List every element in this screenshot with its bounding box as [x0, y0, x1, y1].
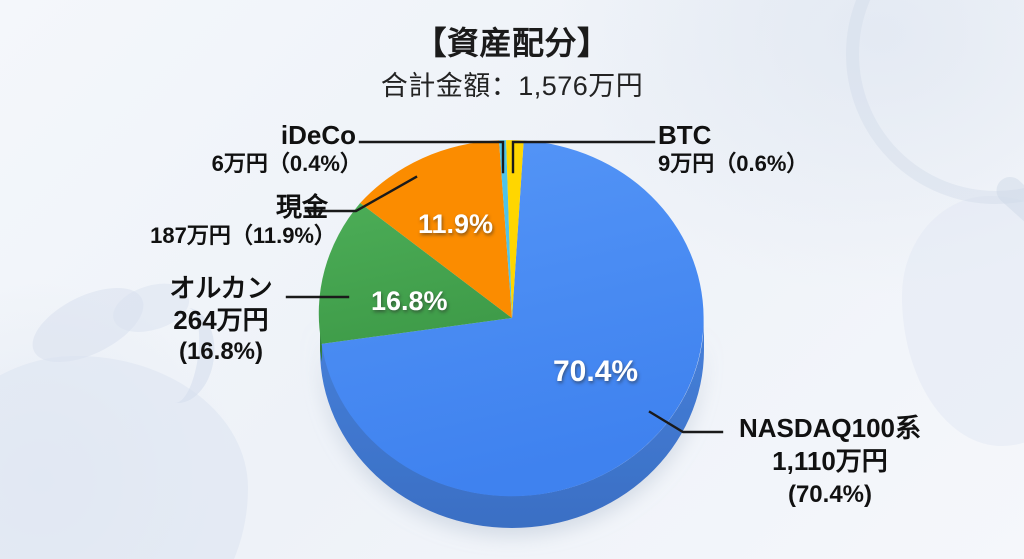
pie-slice-nasdaq: [321, 140, 704, 497]
callout-genkin-name: 現金: [275, 192, 328, 222]
callout-label-genkin: 現金 187万円（11.9%）: [128, 192, 336, 250]
pie-slices: [318, 140, 704, 497]
callout-btc-name: BTC: [658, 120, 712, 150]
callout-nasdaq-percent: (70.4%): [787, 481, 873, 508]
pie-side-nasdaq: [320, 318, 704, 528]
callout-label-btc: BTC 9万円（0.6%）: [658, 120, 808, 178]
chart-subtitle-total: 合計金額：1,576万円: [380, 71, 644, 101]
callout-orukan-name: オルカン: [169, 273, 273, 303]
chart-title: 【資産配分】: [414, 25, 610, 61]
callout-nasdaq-value: 1,110万円: [772, 446, 888, 476]
slice-percent-nasdaq: 70.4%: [553, 355, 639, 388]
leader-line-nasdaq: [648, 410, 724, 434]
pie-slice-orukan: [318, 203, 512, 344]
callout-ideco-name: iDeCo: [280, 120, 356, 150]
callout-genkin-value: 187万円（11.9%）: [150, 223, 336, 248]
callout-label-nasdaq: NASDAQ100系 1,110万円 (70.4%): [722, 412, 938, 511]
callout-ideco-value: 6万円（0.4%）: [211, 151, 362, 176]
leader-lines: [285, 140, 724, 434]
slice-percent-orukan: 16.8%: [371, 286, 448, 316]
callout-btc-value: 9万円（0.6%）: [658, 151, 809, 176]
callout-orukan-value: 264万円: [173, 305, 269, 335]
callout-label-orukan: オルカン 264万円 (16.8%): [150, 272, 292, 368]
callout-label-ideco: iDeCo 6万円（0.4%）: [152, 120, 362, 178]
pie-slice-ideco: [499, 140, 512, 318]
pie-slice-btc: [506, 140, 524, 318]
leader-line-ideco: [358, 140, 505, 174]
leader-line-genkin: [304, 175, 418, 213]
callout-orukan-percent: (16.8%): [178, 338, 264, 365]
callout-nasdaq-name: NASDAQ100系: [738, 413, 922, 443]
leader-line-btc: [511, 140, 656, 174]
pie-slice-genkin: [360, 140, 512, 318]
slice-percent-genkin: 11.9%: [418, 209, 494, 239]
